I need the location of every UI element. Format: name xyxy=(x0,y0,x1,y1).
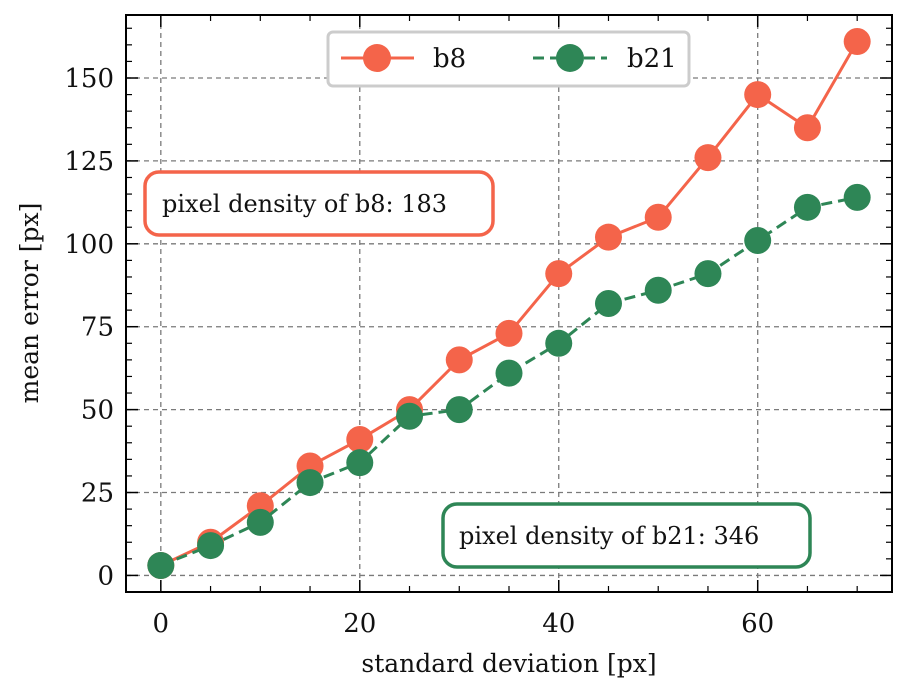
point-b8 xyxy=(843,28,871,56)
annotation-b8: pixel density of b8: 183 xyxy=(143,170,495,237)
legend-frame xyxy=(326,30,691,88)
legend-marker-b8 xyxy=(363,44,391,72)
series-b8 xyxy=(147,28,871,579)
point-b21 xyxy=(495,359,523,387)
point-b8 xyxy=(644,203,672,231)
point-b8 xyxy=(793,114,821,142)
point-b8 xyxy=(545,260,573,288)
point-b21 xyxy=(694,260,722,288)
series-b21 xyxy=(147,183,871,579)
series-line-b8 xyxy=(160,40,859,567)
point-b21 xyxy=(793,193,821,221)
x-tick-label: 20 xyxy=(343,609,376,639)
legend-label-b21: b21 xyxy=(627,44,677,74)
point-b21 xyxy=(246,508,274,536)
y-tick-label: 100 xyxy=(64,230,114,260)
annotation-b8-text: pixel density of b8: 183 xyxy=(162,190,447,218)
point-b8 xyxy=(594,223,622,251)
point-b21 xyxy=(644,276,672,304)
x-tick-label: 60 xyxy=(741,609,774,639)
y-tick-label: 50 xyxy=(81,396,114,426)
point-b21 xyxy=(445,396,473,424)
y-tick-label: 150 xyxy=(64,64,114,94)
y-axis-label: mean error [px] xyxy=(15,203,44,404)
point-b21 xyxy=(843,183,871,211)
point-b8 xyxy=(445,346,473,374)
y-tick-labels: 0 25 50 75 100 125 150 xyxy=(64,64,114,591)
annotation-b8-box xyxy=(143,170,495,237)
point-b21 xyxy=(744,226,772,254)
x-tick-label: 40 xyxy=(542,609,575,639)
y-tick-label: 0 xyxy=(97,561,114,591)
x-tick-labels: 0 20 40 60 xyxy=(153,609,775,639)
point-b8 xyxy=(744,81,772,109)
series-layer xyxy=(147,28,871,579)
x-tick-label: 0 xyxy=(153,609,170,639)
legend: b8 b21 xyxy=(326,30,691,88)
annotation-b21-text: pixel density of b21: 346 xyxy=(459,522,759,550)
series-line-b21 xyxy=(160,195,858,567)
point-b21 xyxy=(346,449,374,477)
point-b21 xyxy=(545,329,573,357)
plot-frame xyxy=(125,14,893,593)
x-axis-label: standard deviation [px] xyxy=(361,649,656,678)
y-tick-label: 75 xyxy=(81,313,114,343)
legend-label-b8: b8 xyxy=(433,44,466,74)
point-b8 xyxy=(346,425,374,453)
point-b21 xyxy=(197,532,225,560)
point-b21 xyxy=(594,290,622,317)
point-b21 xyxy=(147,551,175,579)
legend-marker-b21 xyxy=(556,44,584,72)
annotation-b21-box xyxy=(441,502,812,569)
legend-entry-b21: b21 xyxy=(533,44,677,74)
annotation-b21: pixel density of b21: 346 xyxy=(441,502,812,569)
point-b8 xyxy=(495,319,523,347)
y-tick-label: 25 xyxy=(81,479,114,509)
point-b8 xyxy=(694,144,722,172)
major-ticks xyxy=(126,15,892,592)
legend-entry-b8: b8 xyxy=(341,44,466,74)
point-b21 xyxy=(396,402,424,430)
point-b21 xyxy=(296,469,324,497)
y-tick-label: 125 xyxy=(64,147,114,177)
